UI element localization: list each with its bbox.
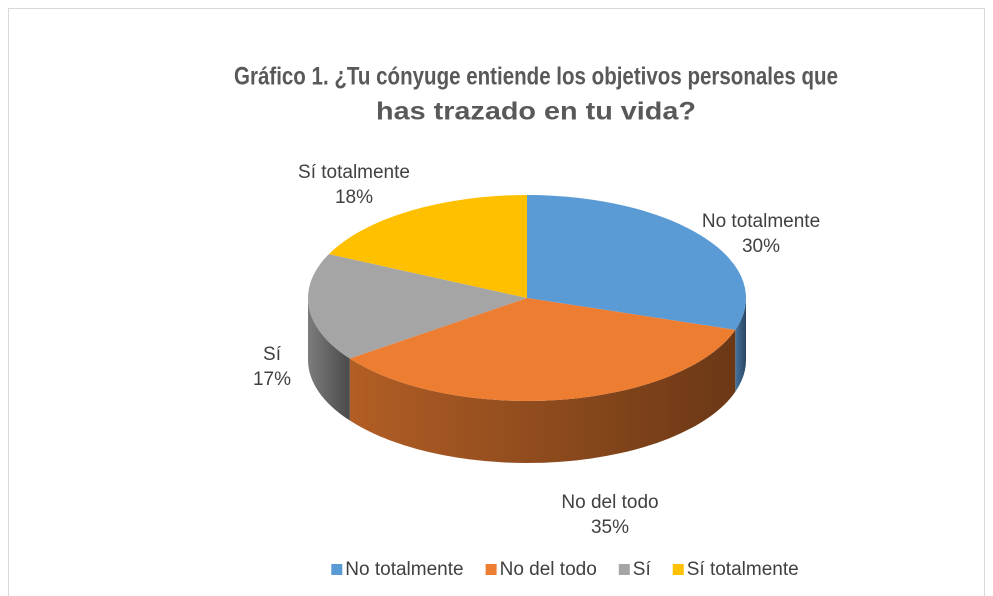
slice-side [735, 298, 746, 392]
data-label-name: No totalmente [702, 211, 820, 232]
legend-swatch [618, 564, 630, 575]
data-label-name: Sí totalmente [298, 162, 410, 183]
slice-side [349, 329, 736, 463]
data-label-value: 30% [742, 236, 780, 257]
legend-label: Sí [633, 559, 652, 580]
slice-side [308, 298, 350, 421]
slice [328, 195, 527, 298]
legend-label: No totalmente [345, 559, 463, 580]
chart-title: Gráfico 1. ¿Tu cónyuge entiende los obje… [234, 63, 838, 91]
data-label-name: No del todo [561, 492, 658, 513]
data-label-name: Sí [263, 344, 282, 365]
chart-title: has trazado en tu vida? [376, 98, 696, 126]
legend-swatch [485, 564, 497, 575]
data-label-value: 17% [253, 369, 291, 390]
slice [527, 195, 746, 330]
data-label-value: 35% [591, 517, 629, 538]
legend-swatch [331, 564, 343, 575]
data-label-value: 18% [335, 187, 373, 208]
legend-label: No del todo [500, 559, 597, 580]
legend-label: Sí totalmente [687, 559, 799, 580]
legend-swatch [672, 564, 684, 575]
slice [308, 254, 527, 359]
slice [349, 298, 736, 401]
